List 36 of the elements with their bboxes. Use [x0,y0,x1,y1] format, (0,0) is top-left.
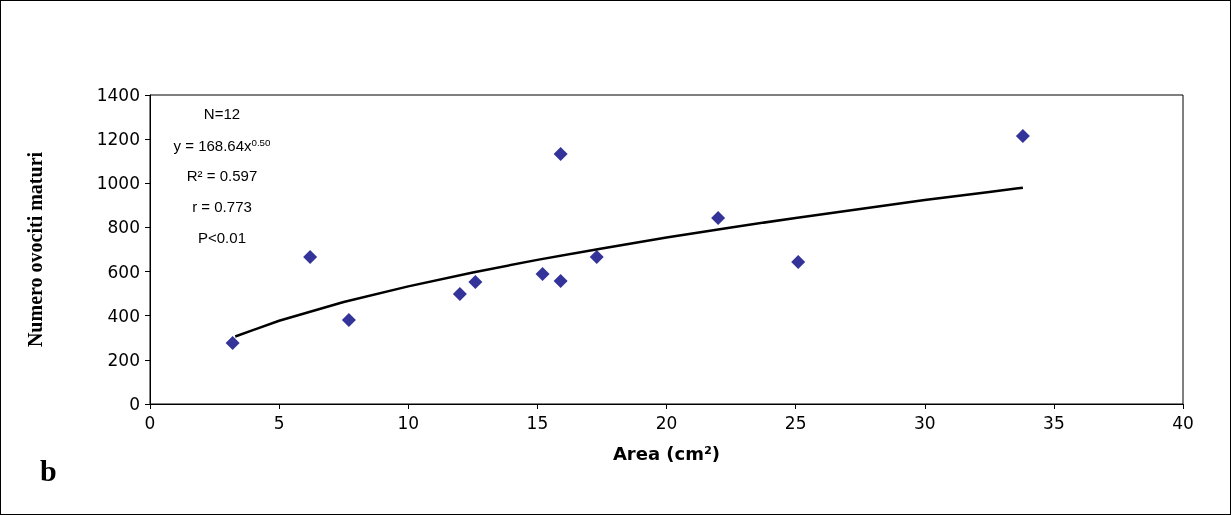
y-tick-label: 600 [107,261,140,282]
annotation: r = 0.773 [192,198,252,215]
point [341,312,356,327]
point [553,274,568,289]
text: b [40,453,57,487]
y-axis-title: Numero ovociti maturi [24,151,46,348]
x-tick-label: 25 [784,412,807,433]
point [711,210,726,225]
y-tick-label: 800 [107,217,140,238]
point [452,287,467,302]
point [553,146,568,161]
point [791,255,806,270]
x-tick-label: 40 [1172,412,1194,433]
annotation: P<0.01 [198,229,246,246]
x-tick-label: 0 [144,412,156,433]
y-tick-label: 400 [107,305,140,326]
point [468,274,483,289]
y-tick-label: 1000 [96,173,140,194]
x-axis-title: Area (cm²) [612,442,721,464]
x-tick-label: 15 [526,412,549,433]
y-tick-label: 1400 [96,85,140,105]
point [589,250,604,264]
x-tick-label: 5 [273,412,285,433]
annotation: N=12 [203,105,241,122]
y-tick-label: 0 [129,394,140,414]
y-tick-label: 200 [107,349,140,370]
point [303,250,318,264]
x-tick-label: 20 [655,412,678,433]
x-tick-label: 10 [397,412,420,433]
y-tick-label: 1200 [96,129,140,150]
x-tick-label: 30 [913,412,936,433]
annotation: R² = 0.597 [186,167,258,184]
point [1015,129,1030,144]
x-tick-label: 35 [1043,412,1065,433]
point [225,336,240,351]
point [535,267,550,281]
